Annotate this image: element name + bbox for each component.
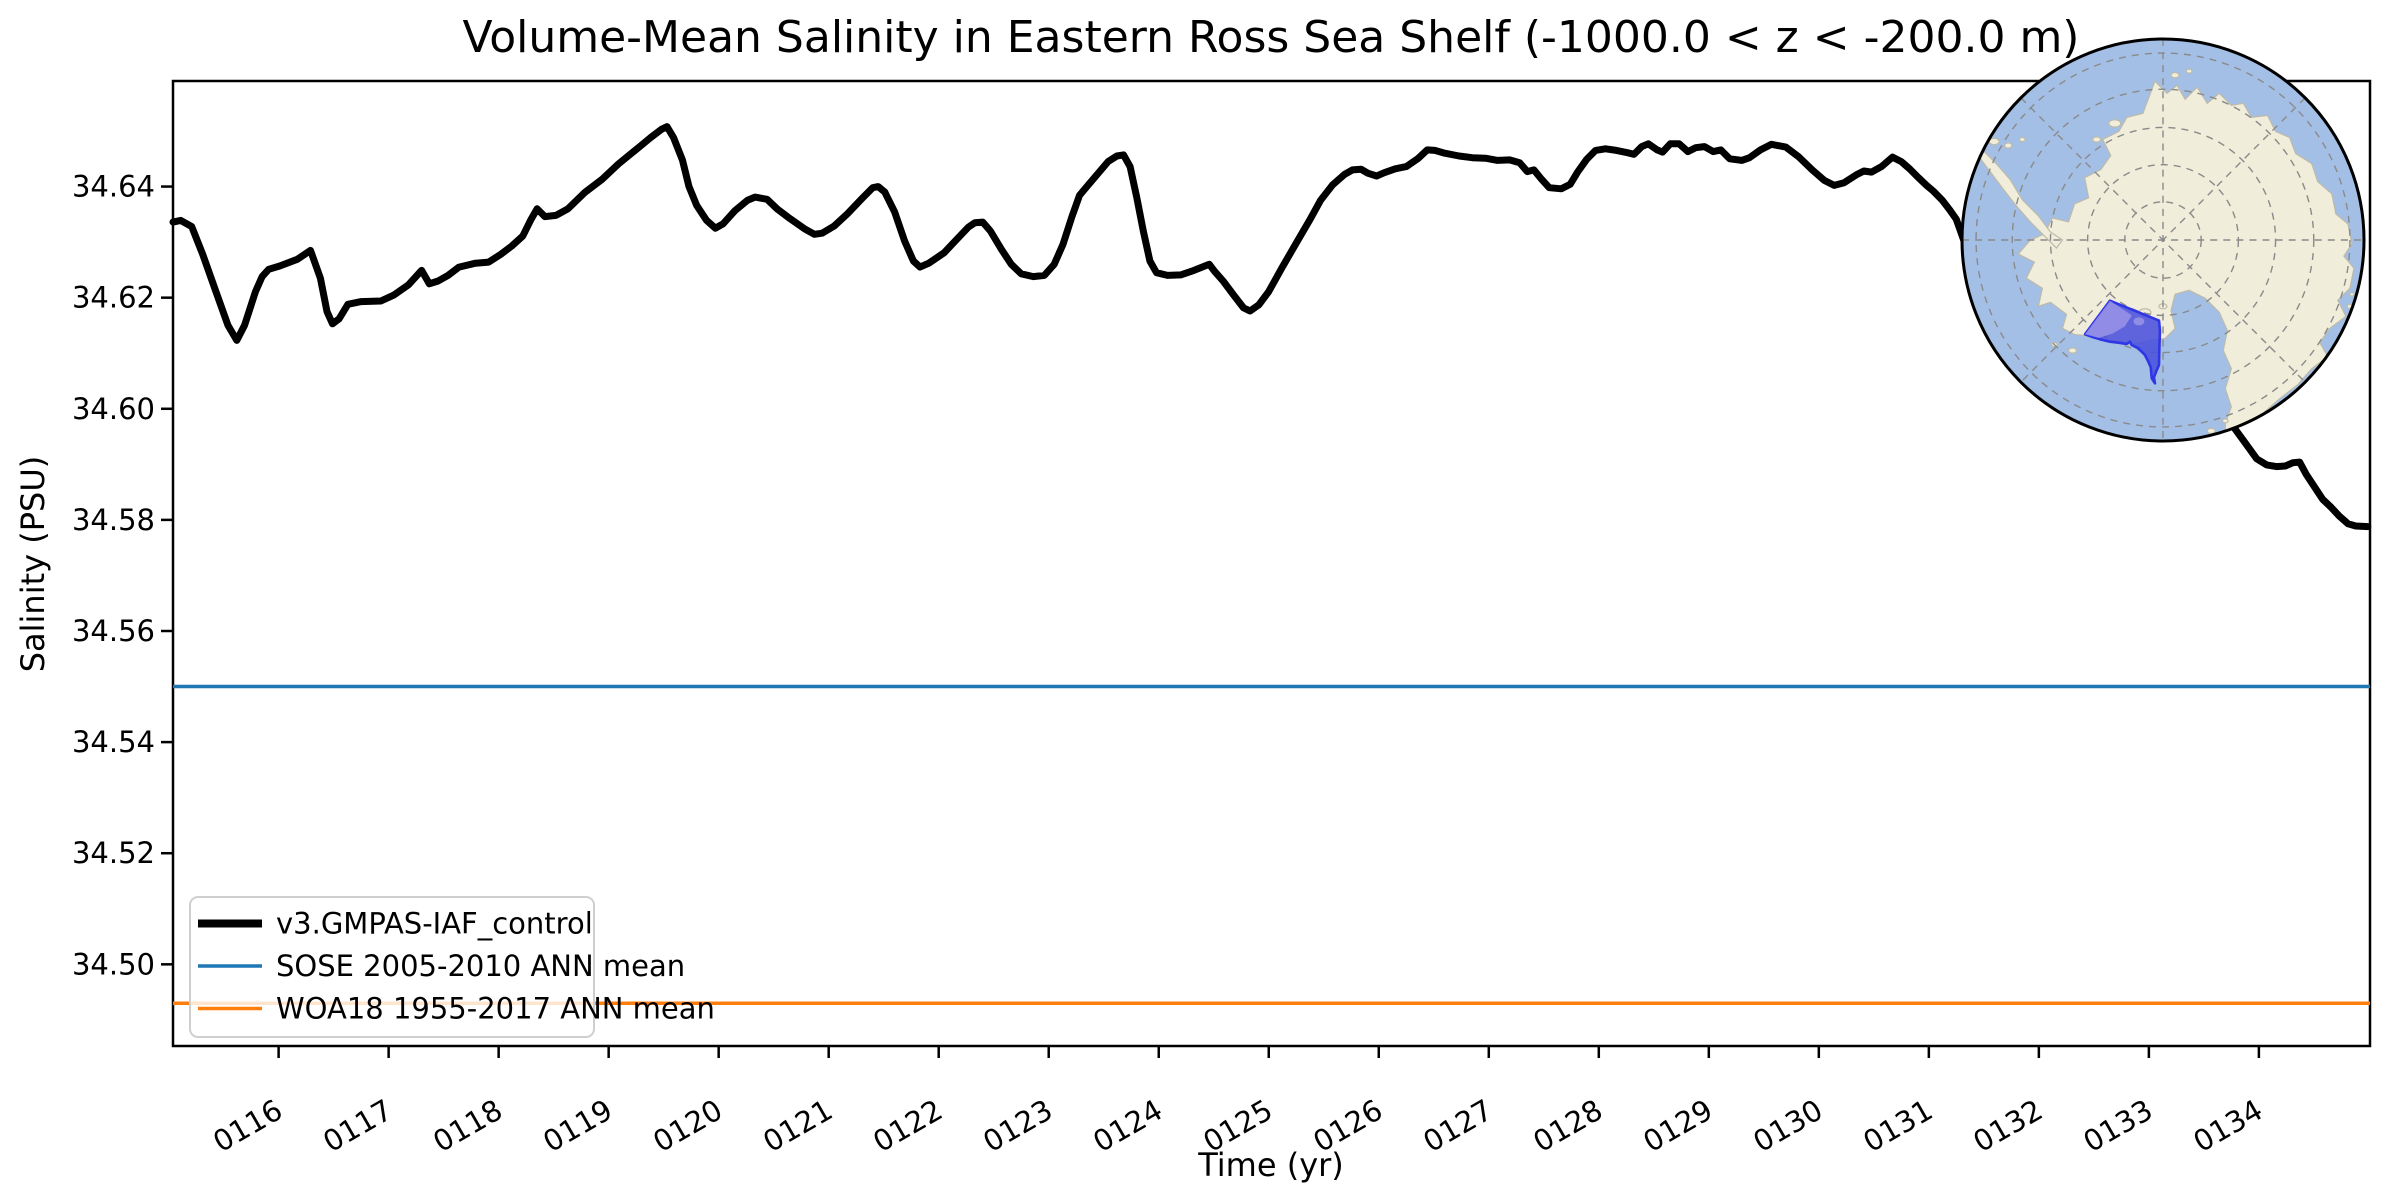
map-graticule-parallel [2011,88,2315,392]
legend: v3.GMPAS-IAF_control SOSE 2005-2010 ANN m… [189,896,715,1038]
map-graticule-meridian [2020,97,2306,383]
map-island [2018,136,2026,143]
x-tick-label: 0130 [1747,1093,1828,1159]
y-tick-label: 34.60 [72,392,155,426]
legend-box [189,896,595,1038]
map-island [2004,142,2013,149]
map-island [2206,427,2216,435]
map-island [2170,71,2180,79]
map-island [2349,292,2355,297]
y-tick-label: 34.52 [72,836,155,870]
map-island [2185,68,2193,74]
y-tick-label: 34.62 [72,281,155,315]
y-tick-label: 34.54 [72,725,155,759]
x-axis-label: Time (yr) [1197,1146,1344,1184]
x-tick-label: 0133 [2077,1093,2158,1159]
map-island [2108,119,2122,128]
legend-item-label: WOA18 1955-2017 ANN mean [276,992,715,1026]
x-tick-label: 0128 [1527,1093,1608,1159]
antarctica-inset-map [1960,37,2366,443]
map-region-shelf-ice-part [2085,300,2132,338]
x-tick-label: 0119 [537,1093,618,1159]
x-tick-label: 0120 [647,1093,728,1159]
y-tick-label: 34.64 [72,170,155,204]
plot-spines [171,79,2372,1048]
x-tick-label: 0122 [867,1093,948,1159]
y-tick-label: 34.56 [72,614,155,648]
map-globe [1960,37,2366,443]
x-tick-label: 0121 [757,1093,838,1159]
map-border [1960,37,2366,443]
x-tick-label: 0124 [1087,1093,1168,1159]
map-antarctica-mainland [2017,80,2355,441]
map-island [2221,418,2229,424]
map-island [2067,347,2078,354]
x-tick-label: 0132 [1967,1093,2048,1159]
y-tick-label: 34.58 [72,503,155,537]
y-tick-label: 34.50 [72,947,155,981]
legend-item-label: SOSE 2005-2010 ANN mean [276,949,685,983]
map-region-shelf-ice-part [2133,317,2145,326]
x-tick-label: 0127 [1417,1093,1498,1159]
map-island [1975,136,1985,143]
legend-item-label: v3.GMPAS-IAF_control [276,907,593,941]
map-island [2092,136,2102,143]
x-tick-label: 0118 [427,1093,508,1159]
x-tick-label: 0117 [317,1093,398,1159]
x-tick-label: 0129 [1637,1093,1718,1159]
x-tick-label: 0123 [977,1093,1058,1159]
y-axis-label: Salinity (PSU) [14,456,52,673]
x-tick-label: 0131 [1857,1093,1938,1159]
chart-title: Volume-Mean Salinity in Eastern Ross Sea… [463,12,2080,63]
x-tick-label: 0134 [2187,1093,2268,1159]
x-tick-label: 0116 [207,1093,288,1159]
